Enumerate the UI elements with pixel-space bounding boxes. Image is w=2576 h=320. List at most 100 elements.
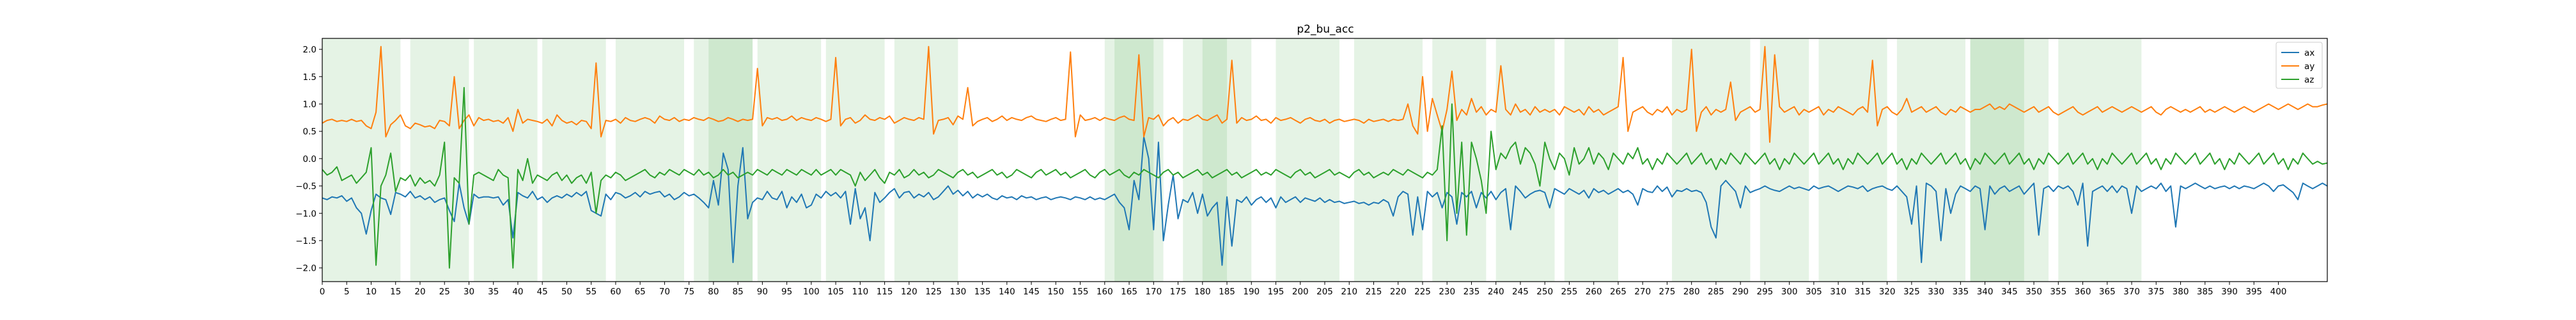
shaded-region <box>1114 38 1154 282</box>
x-tick-label: 305 <box>1806 287 1822 297</box>
x-tick-label: 90 <box>757 287 768 297</box>
x-tick-label: 365 <box>2099 287 2116 297</box>
x-tick-label: 250 <box>1536 287 1553 297</box>
x-tick-label: 160 <box>1097 287 1113 297</box>
y-tick-label: −0.5 <box>295 182 316 192</box>
x-tick-label: 355 <box>2050 287 2066 297</box>
y-tick-label: −2.0 <box>295 264 316 274</box>
shaded-region <box>1495 38 1555 282</box>
x-tick-label: 170 <box>1145 287 1162 297</box>
x-tick-label: 240 <box>1488 287 1504 297</box>
x-tick-label: 50 <box>561 287 572 297</box>
x-tick-label: 340 <box>1977 287 1994 297</box>
shaded-region <box>1202 38 1228 282</box>
x-tick-label: 30 <box>464 287 474 297</box>
x-tick-label: 205 <box>1316 287 1333 297</box>
x-tick-label: 0 <box>320 287 325 297</box>
y-tick-label: 0.5 <box>303 127 316 137</box>
x-tick-label: 375 <box>2148 287 2164 297</box>
x-tick-label: 280 <box>1683 287 1700 297</box>
x-tick-label: 215 <box>1366 287 1382 297</box>
x-tick-label: 310 <box>1830 287 1846 297</box>
x-tick-label: 245 <box>1512 287 1529 297</box>
x-tick-label: 400 <box>2270 287 2287 297</box>
series-line-az <box>322 86 2327 269</box>
series-line-ay <box>322 45 2327 143</box>
x-tick-label: 315 <box>1854 287 1871 297</box>
x-tick-label: 135 <box>974 287 991 297</box>
x-tick-label: 350 <box>2026 287 2042 297</box>
x-tick-label: 85 <box>733 287 744 297</box>
x-tick-label: 330 <box>1928 287 1944 297</box>
y-tick-label: 1.5 <box>303 72 316 83</box>
shaded-region <box>1354 38 1423 282</box>
x-tick-label: 55 <box>586 287 597 297</box>
x-tick-label: 40 <box>512 287 523 297</box>
x-tick-label: 275 <box>1659 287 1676 297</box>
x-tick-label: 110 <box>852 287 868 297</box>
shaded-region <box>2058 38 2142 282</box>
x-tick-label: 320 <box>1879 287 1896 297</box>
x-tick-label: 265 <box>1610 287 1627 297</box>
x-tick-label: 65 <box>635 287 646 297</box>
x-tick-label: 5 <box>344 287 350 297</box>
x-tick-label: 210 <box>1341 287 1357 297</box>
x-tick-label: 95 <box>781 287 792 297</box>
shaded-region <box>1183 38 1252 282</box>
y-tick-label: 1.0 <box>303 99 316 109</box>
x-tick-label: 290 <box>1732 287 1749 297</box>
chart-title: p2_bu_acc <box>1297 23 1354 36</box>
x-tick-label: 125 <box>925 287 942 297</box>
x-tick-label: 370 <box>2123 287 2140 297</box>
x-tick-label: 115 <box>877 287 893 297</box>
x-tick-label: 75 <box>683 287 694 297</box>
x-tick-label: 105 <box>827 287 844 297</box>
y-tick-label: −1.5 <box>295 236 316 246</box>
x-tick-label: 255 <box>1561 287 1578 297</box>
x-tick-label: 220 <box>1390 287 1407 297</box>
x-tick-label: 140 <box>999 287 1015 297</box>
legend-label-ax: ax <box>2304 48 2314 58</box>
shaded-region <box>1818 38 1887 282</box>
x-tick-label: 390 <box>2221 287 2238 297</box>
x-tick-label: 185 <box>1219 287 1235 297</box>
x-tick-label: 235 <box>1464 287 1480 297</box>
shaded-region <box>1104 38 1164 282</box>
x-tick-label: 130 <box>949 287 966 297</box>
x-tick-label: 145 <box>1023 287 1040 297</box>
x-tick-label: 270 <box>1634 287 1651 297</box>
x-tick-label: 35 <box>488 287 499 297</box>
x-tick-label: 325 <box>1903 287 1920 297</box>
shaded-region <box>757 38 822 282</box>
x-tick-label: 360 <box>2075 287 2091 297</box>
x-tick-label: 295 <box>1756 287 1773 297</box>
y-tick-label: 2.0 <box>303 45 316 55</box>
x-tick-label: 335 <box>1952 287 1969 297</box>
x-tick-label: 300 <box>1781 287 1798 297</box>
x-tick-label: 190 <box>1243 287 1260 297</box>
x-tick-label: 60 <box>610 287 621 297</box>
x-tick-label: 345 <box>2001 287 2018 297</box>
x-tick-label: 175 <box>1170 287 1187 297</box>
shaded-region <box>322 38 401 282</box>
x-tick-label: 45 <box>537 287 548 297</box>
x-tick-label: 195 <box>1268 287 1284 297</box>
x-tick-label: 10 <box>366 287 377 297</box>
x-tick-label: 165 <box>1121 287 1137 297</box>
series-lines <box>322 45 2327 269</box>
shaded-region <box>825 38 885 282</box>
legend-label-ay: ay <box>2304 61 2314 72</box>
x-tick-label: 230 <box>1439 287 1455 297</box>
shaded-region <box>1970 38 2024 282</box>
x-tick-label: 180 <box>1194 287 1211 297</box>
shaded-region <box>1276 38 1339 282</box>
x-tick-label: 260 <box>1586 287 1602 297</box>
x-tick-label: 20 <box>414 287 425 297</box>
x-tick-label: 225 <box>1414 287 1431 297</box>
legend-label-az: az <box>2304 75 2314 85</box>
x-tick-label: 25 <box>439 287 450 297</box>
series-line-ax <box>322 136 2327 266</box>
x-tick-label: 120 <box>901 287 917 297</box>
